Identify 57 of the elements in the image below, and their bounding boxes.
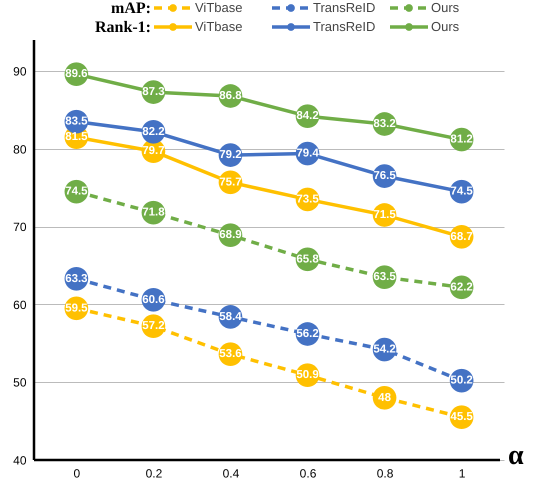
data-label: 71.8 xyxy=(142,206,166,219)
y-tick-label: 80 xyxy=(13,142,27,156)
data-label: 65.8 xyxy=(296,253,320,266)
data-label: 57.2 xyxy=(142,320,165,332)
legend-label: TransReID xyxy=(313,0,376,15)
y-tick-label: 50 xyxy=(13,376,27,390)
legend-label: TransReID xyxy=(313,19,376,34)
data-label: 62.2 xyxy=(450,281,473,294)
data-label: 82.2 xyxy=(142,126,165,138)
data-label: 81.2 xyxy=(450,134,473,146)
x-tick-label: 0 xyxy=(74,466,81,480)
x-tick-label: 0.2 xyxy=(146,466,163,480)
data-label: 87.3 xyxy=(142,86,165,98)
y-tick-label: 40 xyxy=(13,454,27,468)
data-label: 83.2 xyxy=(373,118,396,130)
data-label: 54.2 xyxy=(373,344,396,356)
legend-label: ViTbase xyxy=(195,0,242,15)
data-label: 74.5 xyxy=(65,186,88,198)
data-label: 84.2 xyxy=(296,110,319,122)
data-label: 86.8 xyxy=(219,90,242,102)
data-label: 48 xyxy=(378,392,392,404)
text: Rank-1: xyxy=(94,19,151,36)
y-tick-label: 60 xyxy=(13,298,27,312)
x-tick-label: 0.6 xyxy=(300,466,317,480)
data-label: 89.6 xyxy=(65,68,88,80)
x-axis-title: α xyxy=(508,440,524,471)
data-label: 53.6 xyxy=(219,348,242,360)
data-label: 73.5 xyxy=(296,193,320,206)
data-label: 76.5 xyxy=(373,170,396,182)
data-label: 56.2 xyxy=(296,328,319,340)
y-tick-label: 70 xyxy=(13,220,27,234)
x-tick-label: 1 xyxy=(458,466,466,480)
data-label: 71.5 xyxy=(373,209,396,221)
data-label: 79.4 xyxy=(296,148,320,160)
legend-label: ViTbase xyxy=(195,19,242,34)
data-label: 83.5 xyxy=(65,116,88,128)
data-label: 50.2 xyxy=(450,374,473,387)
data-label: 79.7 xyxy=(142,145,165,158)
y-tick-label: 90 xyxy=(13,64,27,79)
data-label: 68.7 xyxy=(450,230,473,243)
data-label: 59.5 xyxy=(65,302,88,314)
data-label: 63.5 xyxy=(373,271,396,284)
data-label: 50.9 xyxy=(296,369,319,382)
data-label: 45.5 xyxy=(450,411,474,424)
x-tick-label: 0.8 xyxy=(376,466,394,480)
data-label: 60.6 xyxy=(142,294,165,306)
data-label: 63.3 xyxy=(65,272,88,285)
data-label: 74.5 xyxy=(450,186,474,198)
legend-label: Ours xyxy=(431,0,460,15)
data-label: 81.5 xyxy=(65,131,88,144)
legend-label: Ours xyxy=(431,19,460,34)
data-label: 75.7 xyxy=(219,176,242,188)
text: mAP: xyxy=(111,0,151,17)
x-tick-label: 0.4 xyxy=(222,466,240,480)
data-label: 68.9 xyxy=(219,229,242,242)
data-label: 58.4 xyxy=(219,310,242,323)
data-label: 79.2 xyxy=(219,149,242,162)
